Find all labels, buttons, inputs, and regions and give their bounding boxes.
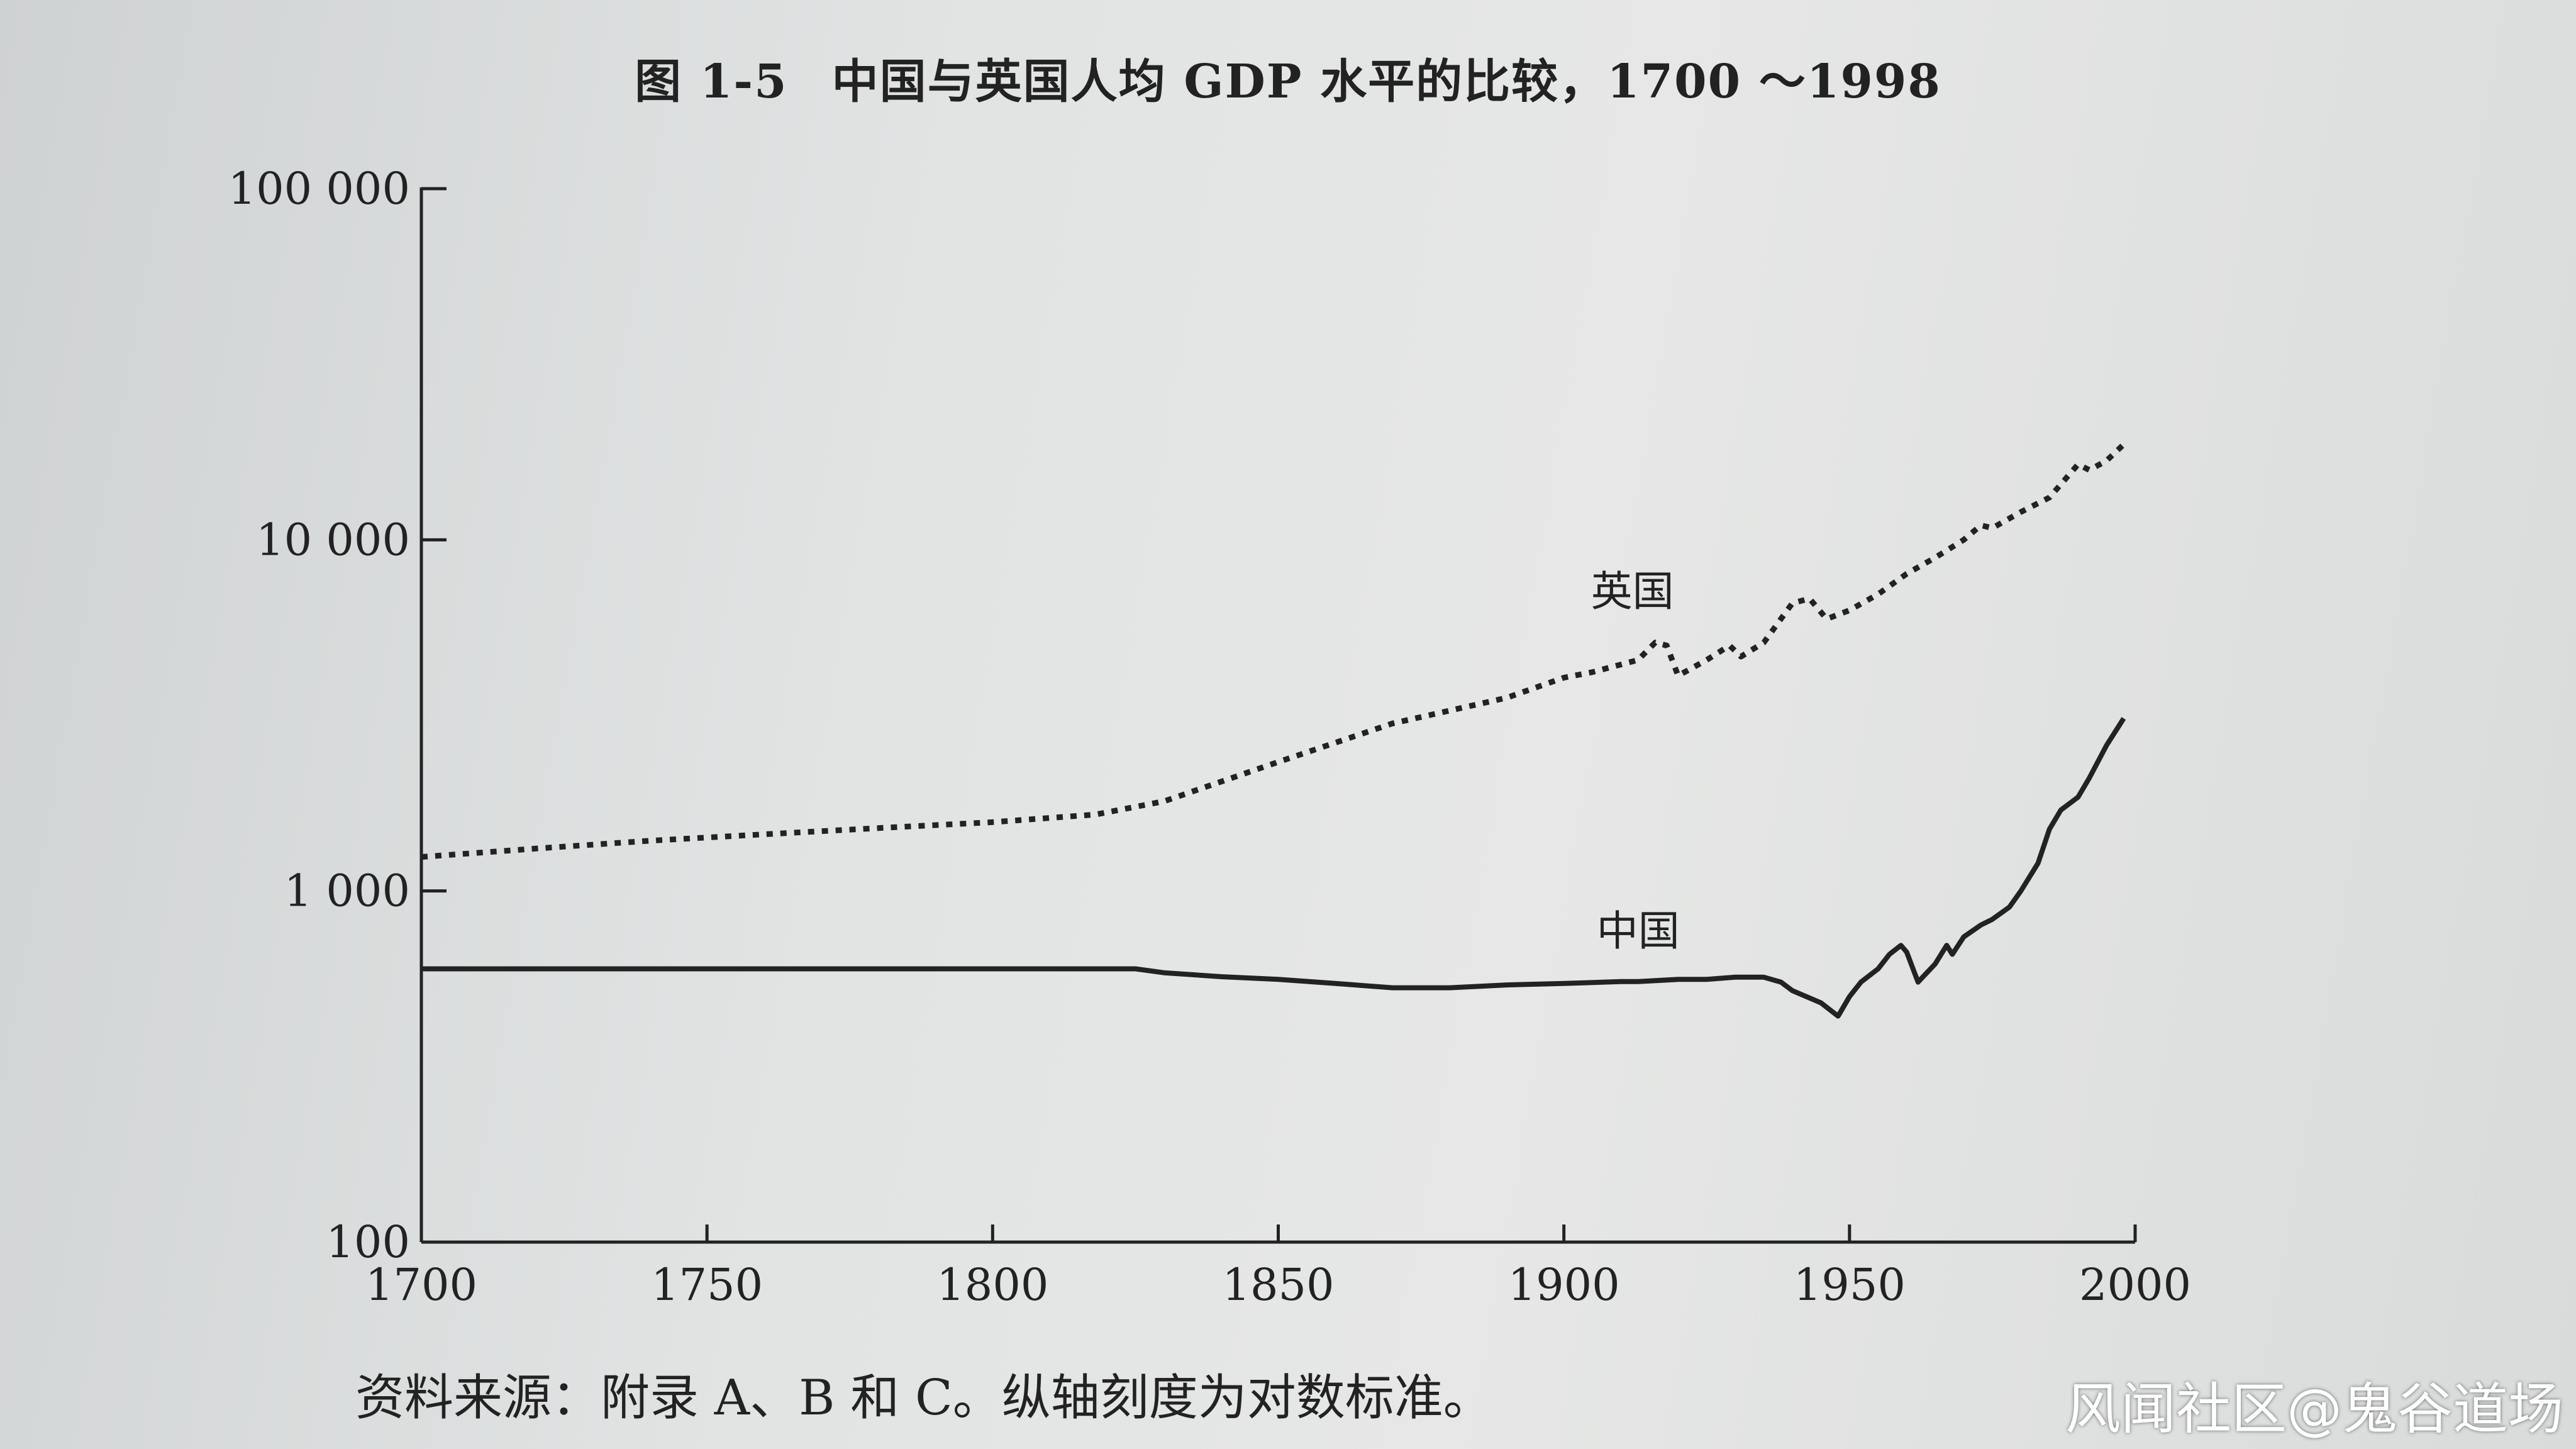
series-line-uk — [421, 442, 2126, 860]
x-tick-label: 2000 — [2079, 1259, 2191, 1311]
y-tick-label: 100 — [326, 1216, 410, 1268]
x-tick-label: 1900 — [1508, 1259, 1620, 1311]
figure-title-text: 中国与英国人均 GDP 水平的比较，1700 ～1998 — [831, 55, 1941, 109]
figure-title: 图 1-5 中国与英国人均 GDP 水平的比较，1700 ～1998 — [0, 44, 2576, 111]
source-note: 资料来源：附录 A、B 和 C。纵轴刻度为对数标准。 — [355, 1370, 1492, 1426]
x-tick-label: 1950 — [1794, 1259, 1906, 1311]
x-tick-label: 1750 — [651, 1259, 763, 1311]
series-label: 英国 — [1591, 567, 1674, 616]
x-tick-label: 1850 — [1222, 1259, 1334, 1311]
watermark: 风闻社区@鬼谷道场 — [2065, 1377, 2563, 1441]
series-line-china — [421, 717, 2126, 1019]
x-tick-label: 1800 — [936, 1259, 1048, 1311]
y-tick-label: 100 000 — [228, 163, 410, 214]
y-tick-label: 10 000 — [256, 514, 410, 565]
y-tick-label: 1 000 — [284, 865, 410, 917]
series-label: 中国 — [1597, 907, 1680, 955]
figure-number: 图 1-5 — [635, 55, 788, 109]
x-tick-label: 1700 — [365, 1259, 477, 1311]
